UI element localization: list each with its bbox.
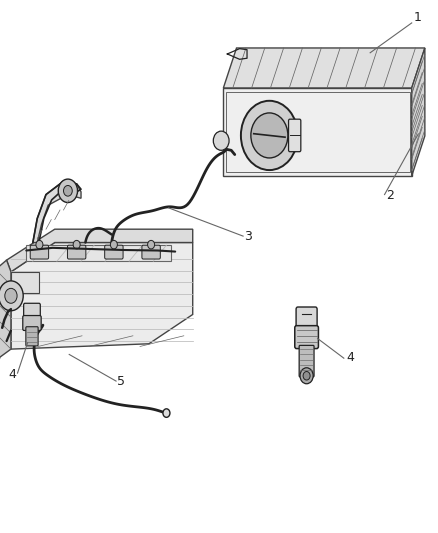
Text: 5: 5 — [117, 375, 125, 388]
FancyBboxPatch shape — [105, 245, 123, 259]
Text: 2: 2 — [386, 189, 394, 202]
Text: 4: 4 — [8, 368, 16, 382]
Text: 3: 3 — [244, 230, 252, 243]
Polygon shape — [412, 48, 425, 176]
Polygon shape — [7, 229, 193, 272]
FancyBboxPatch shape — [24, 303, 40, 320]
Polygon shape — [33, 181, 81, 243]
Circle shape — [251, 113, 288, 158]
Polygon shape — [11, 272, 39, 293]
FancyBboxPatch shape — [142, 245, 160, 259]
Circle shape — [241, 101, 298, 170]
FancyBboxPatch shape — [23, 316, 41, 330]
FancyBboxPatch shape — [289, 119, 301, 152]
Circle shape — [300, 368, 313, 384]
FancyBboxPatch shape — [299, 345, 314, 377]
Circle shape — [64, 185, 72, 196]
Circle shape — [58, 179, 78, 203]
Circle shape — [110, 240, 117, 249]
FancyBboxPatch shape — [67, 245, 86, 259]
FancyBboxPatch shape — [26, 327, 38, 346]
Circle shape — [36, 240, 43, 249]
Polygon shape — [26, 245, 171, 261]
Polygon shape — [0, 260, 11, 364]
Polygon shape — [223, 88, 412, 176]
Polygon shape — [223, 48, 425, 88]
Circle shape — [303, 372, 310, 380]
Polygon shape — [11, 243, 193, 349]
Text: 4: 4 — [346, 351, 354, 365]
Circle shape — [5, 288, 17, 303]
FancyBboxPatch shape — [295, 326, 318, 349]
Text: 1: 1 — [414, 11, 422, 25]
Circle shape — [163, 409, 170, 417]
Circle shape — [73, 240, 80, 249]
Circle shape — [0, 281, 23, 311]
Circle shape — [213, 131, 229, 150]
FancyBboxPatch shape — [296, 307, 317, 330]
Circle shape — [148, 240, 155, 249]
FancyBboxPatch shape — [30, 245, 49, 259]
